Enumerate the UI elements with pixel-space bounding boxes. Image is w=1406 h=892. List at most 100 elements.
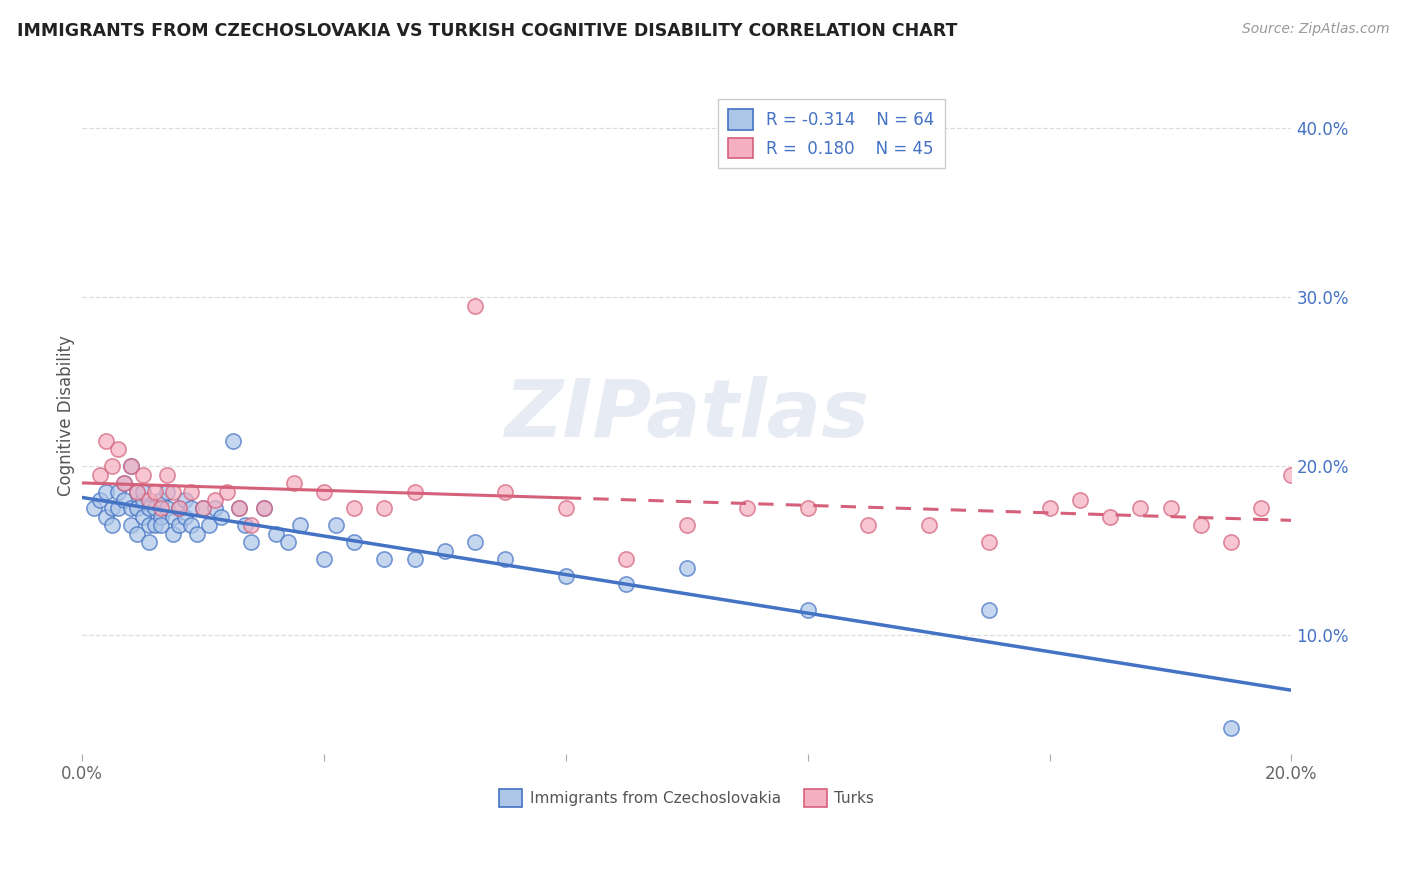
Point	[1069, 493, 1091, 508]
Point	[735, 501, 758, 516]
Point	[138, 493, 160, 508]
Point	[554, 569, 576, 583]
Point	[167, 518, 190, 533]
Point	[1250, 501, 1272, 516]
Point	[131, 484, 153, 499]
Point	[325, 518, 347, 533]
Point	[125, 484, 148, 499]
Point	[107, 484, 129, 499]
Point	[191, 501, 214, 516]
Text: IMMIGRANTS FROM CZECHOSLOVAKIA VS TURKISH COGNITIVE DISABILITY CORRELATION CHART: IMMIGRANTS FROM CZECHOSLOVAKIA VS TURKIS…	[17, 22, 957, 40]
Point	[554, 501, 576, 516]
Point	[796, 501, 818, 516]
Point	[856, 518, 879, 533]
Point	[204, 493, 226, 508]
Point	[404, 484, 426, 499]
Point	[283, 476, 305, 491]
Point	[180, 518, 202, 533]
Point	[240, 518, 263, 533]
Point	[180, 501, 202, 516]
Point	[312, 552, 335, 566]
Point	[235, 518, 257, 533]
Point	[120, 459, 142, 474]
Point	[162, 484, 184, 499]
Point	[675, 518, 697, 533]
Point	[96, 434, 118, 448]
Point	[1220, 535, 1243, 549]
Point	[494, 484, 516, 499]
Point	[174, 493, 197, 508]
Point	[222, 434, 245, 448]
Point	[277, 535, 299, 549]
Point	[101, 501, 124, 516]
Point	[979, 535, 1001, 549]
Legend: Immigrants from Czechoslovakia, Turks: Immigrants from Czechoslovakia, Turks	[494, 782, 880, 814]
Point	[404, 552, 426, 566]
Point	[120, 518, 142, 533]
Point	[312, 484, 335, 499]
Point	[131, 493, 153, 508]
Point	[343, 535, 366, 549]
Point	[186, 526, 208, 541]
Point	[143, 501, 166, 516]
Point	[1189, 518, 1212, 533]
Point	[149, 518, 172, 533]
Point	[433, 543, 456, 558]
Point	[125, 526, 148, 541]
Point	[464, 535, 486, 549]
Point	[149, 501, 172, 516]
Point	[96, 509, 118, 524]
Point	[373, 501, 395, 516]
Point	[120, 501, 142, 516]
Point	[101, 518, 124, 533]
Point	[1099, 509, 1122, 524]
Point	[162, 509, 184, 524]
Text: Source: ZipAtlas.com: Source: ZipAtlas.com	[1241, 22, 1389, 37]
Point	[96, 484, 118, 499]
Point	[149, 509, 172, 524]
Point	[796, 603, 818, 617]
Text: ZIPatlas: ZIPatlas	[505, 376, 869, 455]
Point	[83, 501, 105, 516]
Point	[120, 459, 142, 474]
Point	[264, 526, 287, 541]
Point	[252, 501, 274, 516]
Point	[156, 467, 179, 482]
Point	[614, 577, 637, 591]
Point	[228, 501, 250, 516]
Point	[979, 603, 1001, 617]
Point	[149, 493, 172, 508]
Point	[373, 552, 395, 566]
Point	[1129, 501, 1152, 516]
Point	[125, 484, 148, 499]
Point	[494, 552, 516, 566]
Point	[1220, 721, 1243, 735]
Point	[675, 560, 697, 574]
Point	[209, 509, 232, 524]
Point	[114, 476, 136, 491]
Point	[114, 476, 136, 491]
Point	[89, 467, 111, 482]
Point	[228, 501, 250, 516]
Point	[107, 442, 129, 457]
Point	[131, 467, 153, 482]
Point	[204, 501, 226, 516]
Point	[1281, 467, 1303, 482]
Point	[114, 493, 136, 508]
Point	[343, 501, 366, 516]
Point	[162, 526, 184, 541]
Point	[143, 484, 166, 499]
Point	[180, 484, 202, 499]
Point	[174, 509, 197, 524]
Point	[125, 501, 148, 516]
Point	[1160, 501, 1182, 516]
Point	[138, 535, 160, 549]
Point	[131, 509, 153, 524]
Point	[156, 501, 179, 516]
Y-axis label: Cognitive Disability: Cognitive Disability	[58, 335, 75, 496]
Point	[138, 518, 160, 533]
Point	[288, 518, 311, 533]
Point	[167, 501, 190, 516]
Point	[138, 501, 160, 516]
Point	[107, 501, 129, 516]
